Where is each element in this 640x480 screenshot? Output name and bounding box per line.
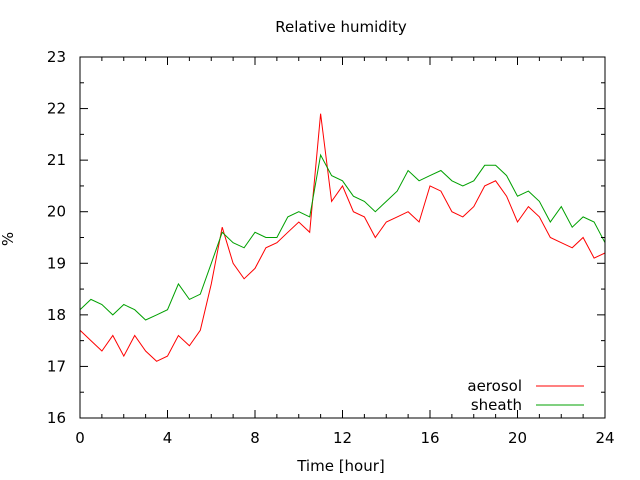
plot-frame	[79, 56, 606, 419]
x-tick-label: 20	[508, 429, 527, 447]
legend-label-sheath: sheath	[471, 396, 522, 414]
x-tick-label: 8	[250, 429, 260, 447]
series-line-aerosol	[79, 113, 606, 362]
y-tick-label: 23	[47, 48, 66, 66]
series-layer	[79, 113, 606, 362]
x-tick-label: 12	[333, 429, 352, 447]
x-tick-label: 0	[75, 429, 85, 447]
x-axis-label: Time [hour]	[296, 457, 385, 475]
y-tick-label: 17	[47, 357, 66, 375]
x-tick-label: 16	[420, 429, 439, 447]
chart-title: Relative humidity	[275, 18, 407, 36]
y-tick-label: 16	[47, 409, 66, 427]
series-line-sheath	[79, 153, 606, 321]
y-tick-label: 19	[47, 254, 66, 272]
legend: aerosol sheath	[467, 377, 584, 414]
y-axis-label: %	[0, 232, 17, 246]
y-tick-label: 21	[47, 151, 66, 169]
y-tick-label: 18	[47, 306, 66, 324]
y-tick-label: 22	[47, 100, 66, 118]
x-tick-label: 24	[595, 429, 614, 447]
tick-layer: 0 4 8 12 16 20 24 16 17 18 19 20 21 22 23	[47, 48, 615, 447]
legend-label-aerosol: aerosol	[467, 377, 522, 395]
x-tick-label: 4	[163, 429, 173, 447]
y-tick-label: 20	[47, 203, 66, 221]
